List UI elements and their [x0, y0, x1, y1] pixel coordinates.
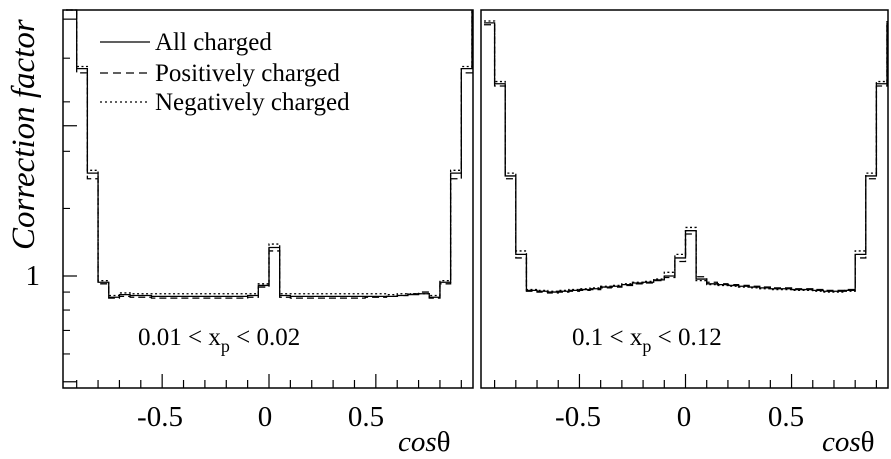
right-series-all-charged [484, 22, 888, 293]
right-panel-series [484, 20, 888, 294]
right-x-axis-label-cos: cos [822, 426, 861, 458]
right-x-tick-label-0: 0 [677, 401, 692, 433]
right-series-negatively-charged [484, 20, 888, 293]
right-range-post: < 0.12 [651, 324, 721, 351]
legend-label-all-charged: All charged [155, 29, 272, 56]
left-x-tick-label-0.5: 0.5 [348, 401, 384, 433]
left-panel-ticks [63, 18, 462, 388]
left-x-axis-label-theta: θ [437, 426, 451, 458]
right-panel: -0.5 0 0.5 cosθ 0.1 < xp < 0.12 [480, 9, 889, 458]
legend: All charged Positively charged Negativel… [100, 29, 350, 116]
right-range-pre: 0.1 < x [572, 324, 643, 351]
left-x-axis-label-cos: cos [398, 426, 437, 458]
left-panel-frame [62, 9, 474, 389]
right-x-axis-label: cosθ [822, 426, 875, 458]
left-range-post: < 0.02 [230, 324, 300, 351]
legend-label-positively-charged: Positively charged [155, 60, 340, 87]
right-panel-range-annotation: 0.1 < xp < 0.12 [572, 324, 722, 356]
right-x-axis-label-theta: θ [861, 426, 875, 458]
left-range-sub: p [221, 336, 230, 356]
legend-label-negatively-charged: Negatively charged [155, 89, 350, 116]
right-x-tick-label-minus-0.5: -0.5 [555, 401, 601, 433]
y-tick-label-1: 1 [26, 260, 41, 292]
left-x-tick-label-0: 0 [258, 401, 273, 433]
right-panel-ticks [494, 374, 877, 388]
right-panel-frame [480, 9, 889, 389]
right-range-sub: p [642, 336, 651, 356]
right-series-positively-charged [484, 24, 888, 294]
left-panel-series [66, 9, 473, 299]
right-x-tick-label-0.5: 0.5 [768, 401, 804, 433]
y-axis-label: Correction factor [6, 19, 42, 250]
left-panel: 1 -0.5 0 0.5 cosθ 0.01 < xp < 0.02 All c… [26, 9, 474, 458]
left-series-negatively-charged [66, 9, 473, 297]
left-range-pre: 0.01 < x [138, 324, 221, 351]
left-x-axis-label: cosθ [398, 426, 451, 458]
left-panel-range-annotation: 0.01 < xp < 0.02 [138, 324, 300, 356]
left-x-tick-label-minus-0.5: -0.5 [137, 401, 183, 433]
